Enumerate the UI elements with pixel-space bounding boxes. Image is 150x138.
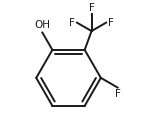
Text: F: F	[108, 18, 114, 28]
Text: F: F	[89, 3, 94, 13]
Text: F: F	[69, 18, 75, 28]
Text: OH: OH	[34, 20, 50, 30]
Text: F: F	[115, 89, 121, 99]
